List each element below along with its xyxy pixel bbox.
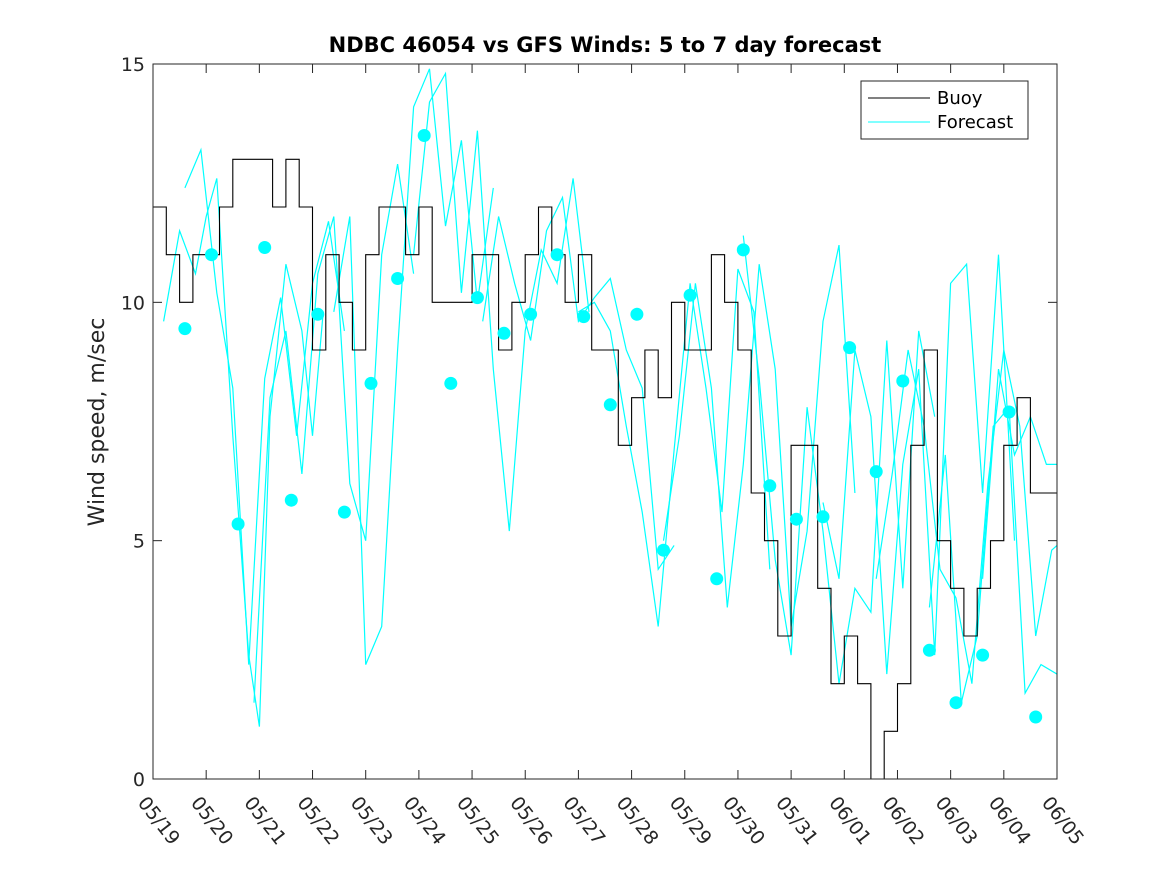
plot-area-frame xyxy=(152,63,1058,780)
forecast-marker xyxy=(364,376,378,390)
forecast-line xyxy=(928,405,1057,703)
forecast-marker xyxy=(683,288,697,302)
forecast-marker xyxy=(311,307,325,321)
forecast-line xyxy=(578,268,771,627)
forecast-line xyxy=(982,368,1057,579)
forecast-markers xyxy=(178,129,1043,724)
y-tick-label: 15 xyxy=(121,54,145,76)
forecast-marker xyxy=(444,376,458,390)
forecast-marker xyxy=(630,307,644,321)
legend-box xyxy=(860,80,1029,140)
forecast-marker xyxy=(470,291,484,305)
forecast-marker xyxy=(178,322,192,336)
forecast-line xyxy=(662,244,856,627)
forecast-line xyxy=(875,349,1057,684)
legend-label-buoy: Buoy xyxy=(937,88,983,109)
forecast-line xyxy=(184,147,345,665)
forecast-marker xyxy=(337,505,351,519)
forecast-marker xyxy=(869,465,883,479)
chart-title: NDBC 46054 vs GFS Winds: 5 to 7 day fore… xyxy=(329,33,882,57)
forecast-marker xyxy=(949,696,963,710)
forecast-marker xyxy=(922,643,936,657)
buoy-line xyxy=(153,158,1057,779)
forecast-marker xyxy=(1029,710,1043,724)
forecast-marker xyxy=(497,326,511,340)
y-axis: 0 5 10 15 xyxy=(121,54,1057,791)
forecast-marker xyxy=(789,512,803,526)
y-axis-label: Wind speed, m/sec xyxy=(85,318,110,527)
buoy-series xyxy=(153,158,1057,779)
forecast-line xyxy=(253,163,415,703)
forecast-series xyxy=(163,68,1057,727)
forecast-marker xyxy=(763,479,777,493)
forecast-marker xyxy=(391,272,405,285)
forecast-marker xyxy=(603,398,617,412)
forecast-marker xyxy=(816,510,830,524)
y-tick-label: 0 xyxy=(133,769,145,791)
forecast-marker xyxy=(710,572,724,586)
forecast-marker xyxy=(1002,405,1016,419)
forecast-marker xyxy=(205,248,218,262)
forecast-marker xyxy=(843,341,857,355)
forecast-marker xyxy=(976,648,990,662)
legend: Buoy Forecast xyxy=(860,80,1029,140)
forecast-marker xyxy=(231,517,245,531)
forecast-line xyxy=(333,68,494,665)
forecast-marker xyxy=(258,241,272,254)
forecast-line xyxy=(413,71,590,532)
forecast-marker xyxy=(284,493,298,507)
forecast-marker xyxy=(896,374,910,388)
forecast-marker xyxy=(524,307,538,321)
forecast-marker xyxy=(550,248,564,262)
legend-label-forecast: Forecast xyxy=(937,112,1013,133)
forecast-line xyxy=(482,195,675,572)
y-tick-label: 10 xyxy=(121,292,145,314)
forecast-marker xyxy=(417,129,431,142)
forecast-marker xyxy=(577,310,591,324)
forecast-marker xyxy=(736,243,750,257)
forecast-marker xyxy=(657,543,670,557)
y-tick-label: 5 xyxy=(133,531,145,553)
